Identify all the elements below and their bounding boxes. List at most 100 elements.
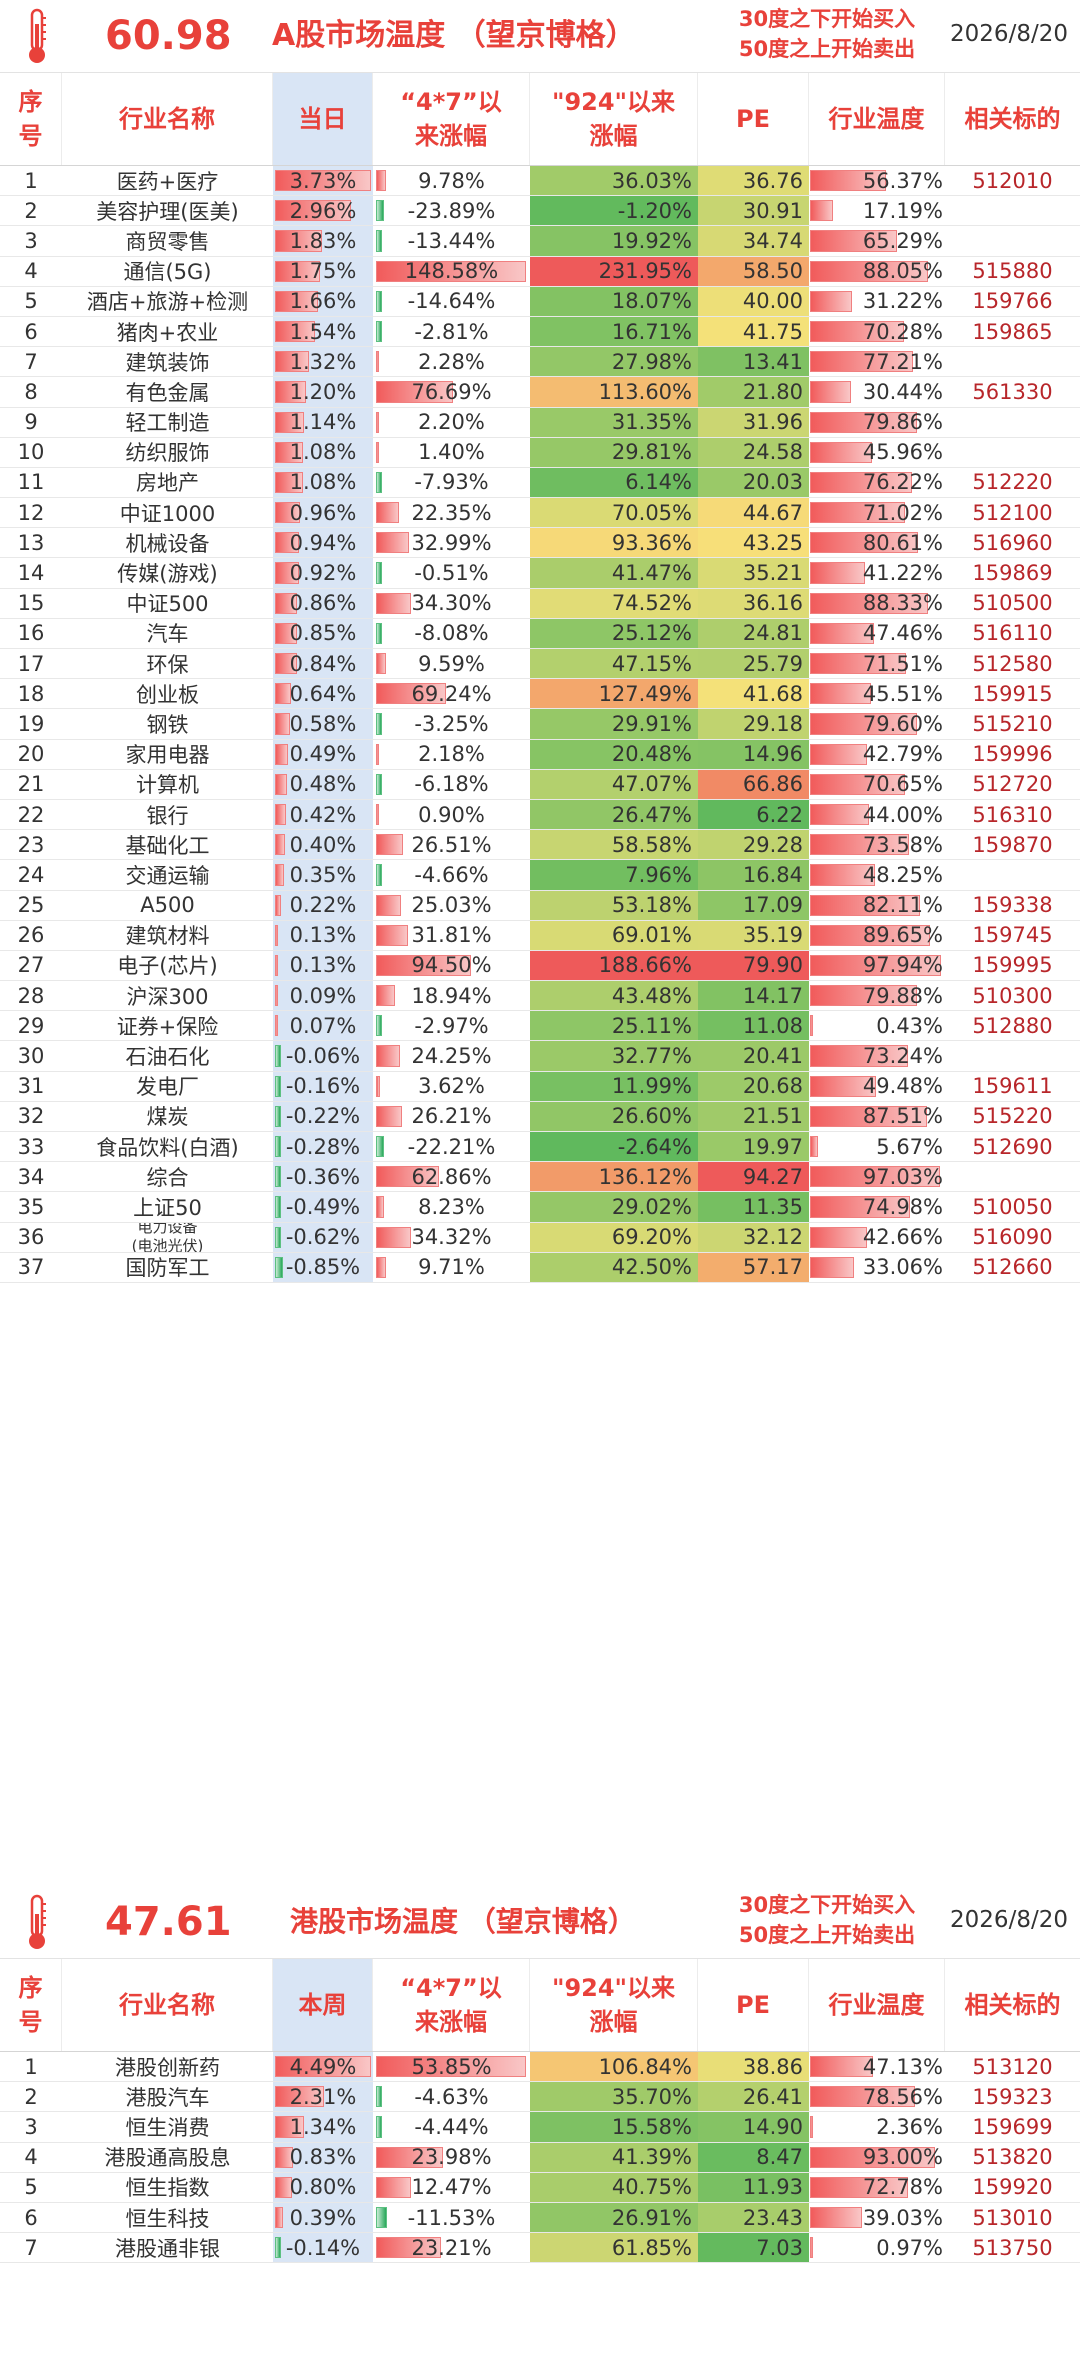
a924-change: 36.03% [530, 166, 698, 196]
hk-share-table: 1 港股创新药 4.49% 53.85% 106.84% 38.86 47.13% 51312… [0, 2052, 1080, 2264]
day-change: 0.84% [273, 649, 373, 678]
industry-temperature-value: 82.11% [862, 893, 943, 918]
industry-temperature-value: 30.44% [862, 379, 943, 404]
industry-temperature: 41.22% [809, 558, 945, 587]
a47-change-value: -0.51% [414, 561, 489, 586]
value-bar [376, 985, 396, 1007]
value-bar [275, 622, 297, 644]
row-name: 石油石化 [125, 1045, 210, 1070]
trading-rule: 30度之下开始买入 50度之上开始卖出 [727, 1890, 927, 1950]
a47-change-value: 26.21% [411, 1104, 492, 1129]
value-bar [376, 471, 382, 494]
a47-change: -4.63% [373, 2082, 530, 2111]
a47-change-value: 34.32% [411, 1225, 492, 1250]
value-bar [810, 713, 917, 735]
value-bar [810, 2116, 814, 2138]
pe-value: 29.18 [698, 709, 809, 739]
industry-temperature-value: 87.51% [862, 1104, 943, 1129]
value-bar [376, 1256, 386, 1278]
value-bar [810, 2056, 874, 2078]
header-no: 序号 [0, 73, 62, 165]
row-name: 国防军工 [125, 1256, 210, 1281]
industry-temperature-value: 71.02% [862, 500, 943, 525]
day-change-value: 0.84% [289, 651, 357, 676]
a924-change: 11.99% [530, 1071, 698, 1101]
related-code: 516310 [972, 802, 1053, 827]
value-bar [810, 1075, 877, 1097]
day-change-value: 1.14% [289, 410, 357, 435]
a924-change: 25.12% [530, 618, 698, 648]
pe-value: 25.79 [698, 649, 809, 679]
a47-change-value: 76.69% [411, 379, 492, 404]
value-bar [275, 1105, 281, 1127]
value-bar [275, 834, 286, 856]
value-bar [810, 562, 866, 584]
value-bar [810, 320, 905, 343]
industry-temperature: 39.03% [809, 2203, 945, 2232]
a924-change: 25.11% [530, 1011, 698, 1041]
value-bar [376, 2146, 443, 2168]
a47-change-value: 24.25% [411, 1044, 492, 1069]
value-bar [376, 834, 403, 856]
row-number: 6 [24, 319, 38, 344]
day-change: 1.08% [273, 468, 373, 497]
related-code: 510050 [972, 1194, 1053, 1219]
a47-change-value: 62.86% [411, 1164, 492, 1189]
day-change: -0.49% [273, 1192, 373, 1221]
a47-change-value: 23.98% [411, 2145, 492, 2170]
pe-value: 19.97 [698, 1132, 809, 1162]
industry-temperature-value: 71.51% [862, 651, 943, 676]
row-number: 22 [17, 802, 45, 827]
value-bar [810, 200, 834, 222]
day-change-value: 2.96% [289, 198, 357, 223]
a924-change: 26.91% [530, 2202, 698, 2233]
industry-temperature: 30.44% [809, 377, 945, 406]
value-bar [810, 2176, 908, 2198]
day-change: 1.54% [273, 317, 373, 346]
day-change: 0.40% [273, 830, 373, 859]
value-bar [810, 381, 851, 403]
a47-change: 148.58% [373, 257, 530, 286]
a924-change: 35.70% [530, 2082, 698, 2112]
a47-change-value: 0.90% [418, 802, 485, 827]
pe-value: 41.75 [698, 316, 809, 347]
industry-temperature: 93.00% [809, 2143, 945, 2172]
value-bar [376, 773, 382, 795]
a47-change-value: -6.18% [414, 772, 489, 797]
row-name: 美容护理(医美) [96, 199, 239, 224]
row-name: 恒生指数 [125, 2176, 210, 2201]
day-change-value: 0.09% [289, 983, 357, 1008]
value-bar [275, 1075, 281, 1097]
a924-change: 43.48% [530, 981, 698, 1011]
a924-change: 136.12% [530, 1162, 698, 1192]
day-change: 0.64% [273, 679, 373, 708]
rule-line-buy: 30度之下开始买入 [738, 1893, 916, 1917]
a47-change-value: 31.81% [411, 923, 492, 948]
row-number: 11 [17, 470, 45, 495]
a47-change: 18.94% [373, 981, 530, 1010]
industry-temperature-value: 88.33% [862, 591, 943, 616]
value-bar [275, 894, 281, 916]
a47-change: -2.81% [373, 317, 530, 346]
header-a47: “4*7”以 来涨幅 [373, 1959, 530, 2051]
industry-temperature: 44.00% [809, 800, 945, 829]
value-bar [810, 471, 913, 494]
value-bar [376, 592, 411, 614]
row-number: 26 [17, 923, 45, 948]
value-bar [275, 713, 290, 735]
row-name: 酒店+旅游+检测 [86, 290, 249, 315]
industry-temperature-value: 39.03% [862, 2205, 943, 2230]
row-name: 煤炭 [146, 1105, 189, 1130]
related-code [945, 438, 1080, 467]
pe-value: 40.00 [698, 286, 809, 316]
value-bar [376, 562, 382, 584]
related-code: 513120 [972, 2054, 1053, 2079]
table-row: 32 煤炭 -0.22% 26.21% 26.60% 21.51 87.51% 515220 [0, 1101, 1080, 1132]
value-bar [376, 320, 382, 343]
a47-change-value: 34.30% [411, 591, 492, 616]
day-change-value: 1.08% [289, 470, 357, 495]
a47-change: -13.44% [373, 226, 530, 255]
day-change: 0.80% [273, 2173, 373, 2202]
table-row: 12 中证1000 0.96% 22.35% 70.05% 44.67 71.02% 5121… [0, 498, 1080, 529]
related-code: 512720 [972, 772, 1053, 797]
